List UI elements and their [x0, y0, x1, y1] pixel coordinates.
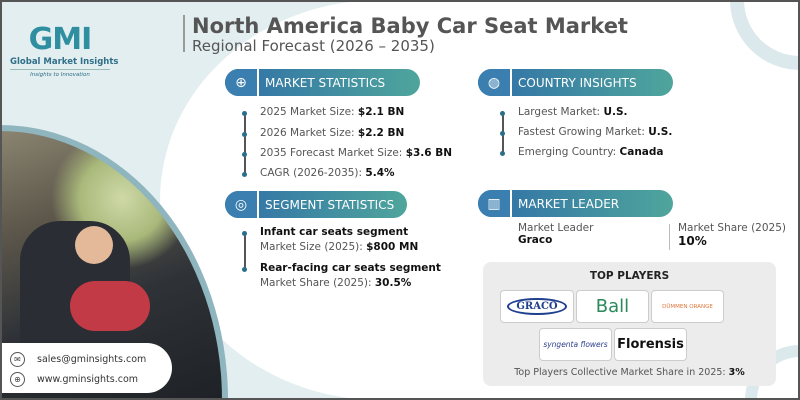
country-item: Fastest Growing Market: U.S. — [499, 126, 672, 146]
top-players-panel: TOP PLAYERS GRACO Ball DÜMMEN ORANGE syn… — [483, 262, 776, 386]
country-insights-list: Largest Market: U.S. Fastest Growing Mar… — [499, 106, 672, 158]
graco-logo: GRACO — [500, 290, 574, 323]
section-title: MARKET STATISTICS — [265, 75, 386, 90]
page-title: North America Baby Car Seat Market — [192, 14, 628, 38]
stat-item: CAGR (2026-2035): 5.4% — [241, 167, 452, 179]
globe-icon: ⊕ — [10, 371, 25, 387]
leader-name: Graco — [518, 234, 553, 246]
market-share-block: Market Share (2025) 10% — [678, 222, 786, 248]
share-label: Market Share (2025) — [678, 222, 786, 234]
brand-name: Global Market Insights — [10, 57, 118, 70]
divider — [669, 224, 670, 250]
stat-item: 2035 Forecast Market Size: $3.6 BN — [241, 147, 452, 167]
website-link[interactable]: ⊕ www.gminsights.com — [10, 369, 172, 389]
section-title: SEGMENT STATISTICS — [265, 197, 395, 212]
syngenta-flowers-logo: syngenta flowers — [539, 328, 612, 361]
globe-icon: ◍ — [478, 69, 512, 96]
florensis-logo: Florensis — [614, 328, 687, 361]
market-leader-header: ▥ MARKET LEADER — [478, 190, 673, 217]
timeline-line — [244, 233, 246, 269]
brand-tagline: Insights to Innovation — [30, 72, 90, 78]
page-subtitle: Regional Forecast (2026 – 2035) — [192, 37, 435, 55]
segment-statistics-list: Infant car seats segment Market Size (20… — [242, 226, 441, 289]
gmi-logo: GMI Global Market Insights Insights to I… — [10, 22, 118, 78]
top-players-footer: Top Players Collective Market Share in 2… — [514, 367, 745, 378]
stat-item: 2025 Market Size: $2.1 BN — [241, 106, 452, 127]
timeline-line — [244, 113, 246, 173]
segment-value: Market Size (2025): $800 MN — [260, 241, 419, 253]
bar-chart-icon: ▥ — [478, 190, 512, 217]
segment-name: Rear-facing car seats segment — [242, 262, 441, 277]
share-value: 10% — [678, 234, 707, 248]
section-title: MARKET LEADER — [518, 196, 620, 211]
title-divider — [183, 15, 185, 52]
ball-logo: Ball — [576, 290, 649, 323]
target-chart-icon: ◎ — [225, 191, 259, 218]
seat-cushion — [70, 281, 150, 331]
country-item: Largest Market: U.S. — [499, 106, 672, 126]
market-statistics-header: ⊕ MARKET STATISTICS — [225, 69, 420, 96]
dummen-orange-logo: DÜMMEN ORANGE — [651, 290, 724, 323]
section-title: COUNTRY INSIGHTS — [518, 75, 637, 90]
child — [75, 226, 113, 264]
logo-mark: GMI — [28, 22, 93, 57]
email-link[interactable]: ✉ sales@gminsights.com — [10, 349, 172, 369]
contact-panel: ✉ sales@gminsights.com ⊕ www.gminsights.co… — [0, 343, 172, 393]
top-players-title: TOP PLAYERS — [589, 270, 670, 282]
segment-value: Market Share (2025): 30.5% — [260, 277, 412, 289]
leader-label: Market Leader — [518, 222, 594, 234]
country-item: Emerging Country: Canada — [499, 146, 672, 158]
market-leader-block: Market Leader Graco — [518, 222, 593, 246]
country-insights-header: ◍ COUNTRY INSIGHTS — [478, 69, 673, 96]
segment-name: Infant car seats segment — [242, 226, 441, 241]
mail-icon: ✉ — [10, 351, 25, 367]
stat-item: 2026 Market Size: $2.2 BN — [241, 127, 452, 148]
segment-statistics-header: ◎ SEGMENT STATISTICS — [225, 191, 407, 218]
market-statistics-list: 2025 Market Size: $2.1 BN 2026 Market Si… — [241, 106, 452, 179]
globe-chart-icon: ⊕ — [225, 69, 259, 96]
